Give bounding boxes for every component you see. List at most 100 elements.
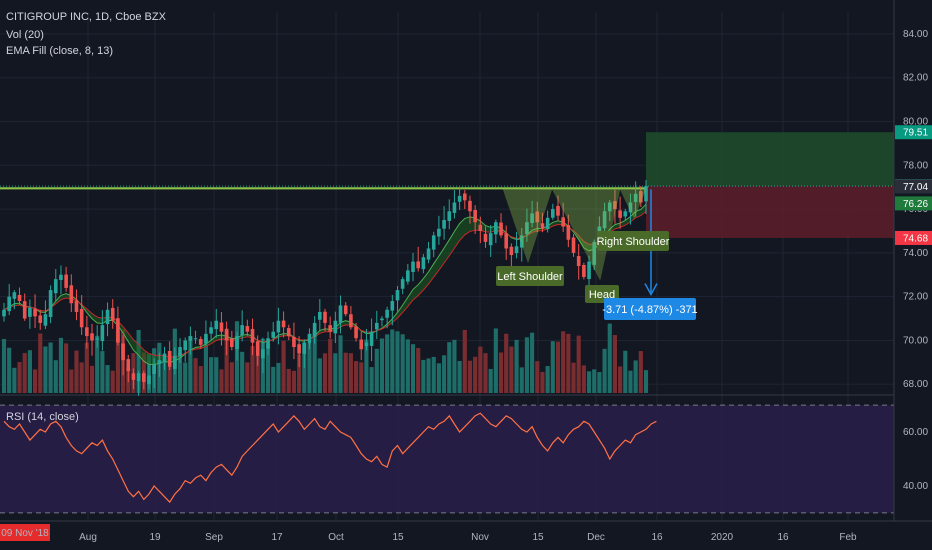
volume-bar (110, 370, 115, 393)
stop-zone (646, 186, 894, 238)
volume-bar (374, 348, 379, 393)
candle-body (178, 347, 182, 357)
volume-bar (167, 365, 172, 393)
volume-legend[interactable]: Vol (20) (6, 29, 44, 41)
candle-body (79, 308, 84, 328)
volume-bar (43, 346, 48, 393)
volume-bar (79, 362, 84, 393)
candle-body (473, 209, 477, 223)
volume-bar (7, 347, 12, 393)
price-tag-label: 76.26 (903, 199, 928, 210)
measure-label-bg (604, 298, 696, 320)
ema-legend[interactable]: EMA Fill (close, 8, 13) (6, 45, 113, 57)
candle-body (540, 223, 545, 229)
time-tick-label: Feb (839, 532, 857, 543)
time-tick-label: Aug (79, 532, 97, 543)
candles (2, 180, 648, 396)
candle-body (22, 301, 27, 319)
volume-bar (322, 353, 328, 393)
candle-body (69, 285, 74, 304)
candle-body (442, 220, 446, 229)
candle-body (400, 279, 405, 289)
price-axis-bg (894, 0, 932, 550)
rsi-tick-label: 60.00 (903, 427, 928, 438)
candle-body (374, 322, 379, 330)
volume-bar (95, 335, 100, 393)
candle-body (556, 205, 560, 216)
candle-body (406, 270, 410, 282)
candle-body (240, 325, 244, 336)
volume-bar (297, 354, 302, 393)
volume-bar (115, 330, 120, 393)
candle-body (354, 326, 358, 339)
candle-body (359, 339, 364, 350)
chart-title[interactable]: CITIGROUP INC, 1D, Cboe BZX (6, 11, 166, 23)
volume-bar (245, 362, 250, 393)
candle-body (519, 235, 524, 248)
time-tick-label: 16 (777, 532, 789, 543)
volume-bar (198, 366, 203, 393)
candle-body (494, 222, 498, 235)
volume-bar (390, 329, 395, 393)
rsi-legend[interactable]: RSI (14, close) (6, 411, 79, 423)
candle-body (173, 355, 177, 369)
time-cursor-bg (0, 524, 50, 541)
volume-bar (555, 341, 561, 393)
candle-body (235, 336, 239, 349)
volume-bar (364, 339, 369, 393)
volume-bar (58, 337, 64, 393)
candle-body (266, 338, 270, 349)
candle-body (644, 186, 648, 202)
candle-body (276, 320, 281, 333)
volume-bar (519, 367, 524, 393)
volume-bar (214, 357, 219, 393)
volume-bar (369, 367, 374, 393)
volume-bar (607, 323, 612, 393)
volume-bar (405, 339, 410, 393)
volume-bar (328, 338, 333, 393)
left-shoulder-label: Left Shoulder (497, 271, 563, 283)
time-tick-label: 2020 (711, 532, 734, 543)
time-tick-label: 15 (532, 532, 544, 543)
candle-body (468, 200, 472, 212)
volume-bar (265, 343, 271, 393)
candle-body (297, 344, 301, 354)
time-axis-bg (0, 521, 932, 550)
volume-bar (442, 355, 447, 393)
volume-bar (628, 370, 633, 393)
candle-body (12, 292, 17, 299)
volume-bar (581, 365, 586, 393)
candle-body (566, 225, 571, 240)
volume-bar (498, 352, 504, 393)
time-tick-label: Nov (471, 532, 489, 543)
candle-body (525, 222, 529, 235)
candle-body (545, 217, 550, 230)
volume-bar (100, 351, 105, 393)
volume-bar (524, 337, 529, 393)
volume-bar (379, 338, 385, 393)
volume-bar (586, 371, 592, 393)
candle-body (323, 311, 327, 323)
volume-bar (493, 328, 498, 393)
candle-body (582, 264, 586, 277)
volume-bar (162, 360, 167, 393)
candle-body (623, 211, 628, 217)
candle-body (338, 305, 343, 323)
volume-bar (17, 362, 22, 393)
candle-body (639, 191, 643, 203)
volume-bar (271, 366, 276, 393)
rsi-band (0, 405, 894, 513)
candle-body (255, 341, 260, 356)
candle-body (188, 336, 193, 341)
volume-bar (612, 335, 618, 393)
volume-bar (561, 331, 566, 393)
candle-body (592, 241, 597, 265)
price-tick-label: 72.00 (903, 292, 928, 303)
candle-body (452, 202, 457, 213)
candle-body (421, 257, 426, 270)
volume-bar (69, 369, 74, 393)
price-tick-label: 80.00 (903, 116, 928, 127)
candle-body (204, 333, 208, 344)
